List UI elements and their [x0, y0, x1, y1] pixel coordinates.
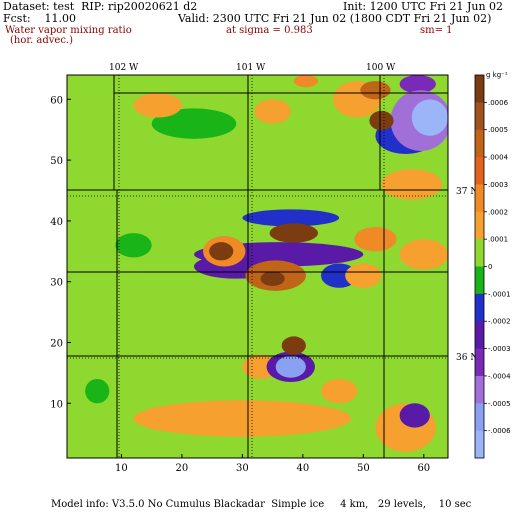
lat-label-37n: 37 N: [456, 187, 478, 197]
colorbar-label: .0001: [488, 236, 508, 244]
colorbar-swatch: [475, 184, 484, 213]
field-cell: [369, 110, 394, 131]
colorbar-swatch: [475, 211, 484, 240]
field-cell: [354, 226, 397, 252]
colorbar-swatch: [475, 129, 484, 158]
y-tick-label: 20: [50, 338, 63, 349]
colorbar-swatch: [475, 375, 484, 404]
colorbar-label: .0006: [488, 99, 509, 107]
model-info-label: Model info: V3.5.0 No Cumulus Blackadar …: [51, 499, 472, 510]
field-cell: [360, 81, 391, 100]
lat-label-36n: 36 N: [456, 353, 478, 363]
field-cell: [133, 93, 182, 118]
colorbar-swatch: [475, 102, 484, 131]
map-overlay: [67, 75, 448, 458]
x-tick-label: 10: [115, 463, 128, 474]
field-cell: [260, 271, 285, 286]
colorbar-swatch: [475, 403, 484, 432]
colorbar-label: .0005: [488, 126, 508, 134]
colorbar-label: -.0005: [488, 400, 511, 408]
plot-frame: [66, 74, 449, 459]
x-tick-label: 40: [296, 463, 309, 474]
colorbar-swatch: [475, 157, 484, 185]
field-cell: [321, 378, 358, 404]
dataset-label: Dataset: test RIP: rip20020621 d2: [3, 0, 198, 13]
field-cell: [133, 400, 352, 437]
lon-label-101w: 101 W: [236, 63, 266, 73]
valid-time-label: Valid: 2300 UTC Fri 21 Jun 02 (1800 CDT …: [178, 12, 492, 25]
colorbar-label: -.0001: [488, 290, 511, 298]
colorbar-swatch: [475, 430, 484, 459]
colorbar-label: -.0004: [488, 372, 511, 380]
colorbar: g kg⁻¹ .0006 .0005 .0004 .0003 .0002 .0001 0 -.…: [474, 71, 511, 459]
field-cell: [399, 75, 436, 94]
axis-ticks: 10 20 30 40 50 60 10 20 30 40 50 60: [50, 95, 430, 474]
colorbar-label: .0002: [488, 208, 508, 216]
field-heatmap: [67, 75, 448, 458]
y-tick-label: 40: [50, 217, 63, 228]
lon-label-100w: 100 W: [366, 63, 396, 73]
latitude-labels: 37 N 36 N: [456, 187, 478, 363]
y-tick-label: 10: [50, 399, 63, 410]
colorbar-swatch: [475, 348, 484, 377]
field-cell: [254, 99, 291, 124]
field-cell: [139, 406, 188, 431]
colorbar-label: -.0006: [488, 427, 511, 435]
colorbar-swatch: [475, 75, 484, 103]
y-tick-label: 30: [50, 278, 63, 289]
y-tick-label: 50: [50, 156, 63, 167]
colorbar-swatch: [475, 321, 484, 350]
colorbar-label: .0003: [488, 181, 508, 189]
field-subtitle-label: (hor. advec.): [10, 35, 74, 46]
field-cell: [209, 242, 234, 261]
field-cell: [411, 99, 448, 136]
field-cell: [281, 336, 306, 355]
x-tick-label: 30: [236, 463, 249, 474]
sigma-level-label: at sigma = 0.983: [226, 25, 313, 36]
y-tick-label: 60: [50, 95, 63, 106]
longitude-labels: 102 W 101 W 100 W: [109, 63, 396, 73]
forecast-hour-label: Fcst: 11.00: [3, 12, 77, 25]
field-cell: [381, 169, 442, 200]
colorbar-label: -.0003: [488, 345, 511, 353]
field-cell: [275, 355, 306, 378]
field-cell: [399, 403, 430, 428]
colorbar-swatch: [475, 266, 484, 295]
field-cell: [115, 233, 152, 258]
x-tick-label: 60: [417, 463, 430, 474]
x-tick-label: 20: [176, 463, 189, 474]
field-cell: [293, 75, 318, 88]
smoothing-label: sm= 1: [420, 25, 453, 36]
colorbar-label: -.0002: [488, 318, 511, 326]
field-cell: [399, 239, 448, 270]
init-time-label: Init: 1200 UTC Fri 21 Jun 02: [343, 0, 504, 13]
field-cell: [345, 263, 382, 288]
field-cell: [151, 108, 237, 139]
colorbar-unit: g kg⁻¹: [486, 71, 508, 79]
colorbar-swatch: [475, 293, 484, 322]
field-cell: [85, 378, 110, 404]
field-name-label: Water vapor mixing ratio: [5, 25, 132, 36]
colorbar-label: 0: [488, 263, 492, 271]
field-cell: [242, 209, 340, 227]
lon-label-102w: 102 W: [109, 63, 139, 73]
field-cell: [269, 223, 318, 243]
x-tick-label: 50: [357, 463, 370, 474]
colorbar-swatch: [475, 239, 484, 267]
colorbar-label: .0004: [488, 154, 509, 162]
